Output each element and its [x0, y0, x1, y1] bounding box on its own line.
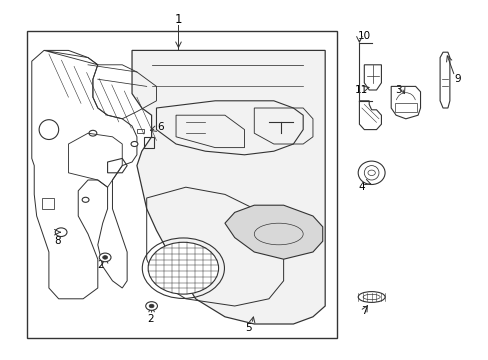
- Bar: [41, 198, 54, 209]
- Circle shape: [131, 141, 138, 147]
- Polygon shape: [224, 205, 322, 259]
- Text: 1: 1: [174, 13, 182, 26]
- Bar: [394, 103, 416, 112]
- Bar: [27, 31, 337, 338]
- Polygon shape: [132, 50, 325, 324]
- Circle shape: [145, 302, 157, 310]
- Text: 7: 7: [360, 306, 367, 316]
- Bar: [137, 129, 144, 133]
- Text: 5: 5: [244, 323, 251, 333]
- Circle shape: [99, 253, 111, 262]
- Text: 6: 6: [157, 122, 163, 132]
- Text: 2: 2: [147, 314, 154, 324]
- Circle shape: [102, 256, 107, 259]
- Text: 3: 3: [394, 85, 401, 95]
- Text: 9: 9: [453, 74, 460, 84]
- Text: 4: 4: [358, 182, 365, 192]
- Text: 10: 10: [357, 31, 370, 41]
- Circle shape: [149, 304, 154, 308]
- Circle shape: [148, 242, 218, 294]
- Text: 11: 11: [354, 85, 368, 95]
- Text: 8: 8: [54, 236, 61, 246]
- Text: 2: 2: [97, 260, 103, 270]
